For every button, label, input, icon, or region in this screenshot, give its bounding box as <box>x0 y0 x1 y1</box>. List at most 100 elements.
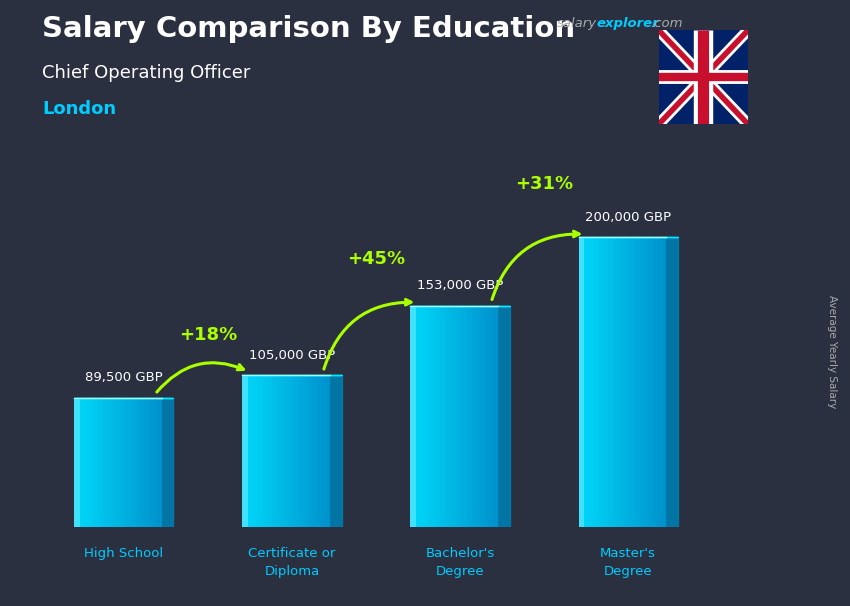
Bar <box>266 375 269 527</box>
Text: 200,000 GBP: 200,000 GBP <box>585 211 672 224</box>
Bar <box>454 305 457 527</box>
Text: Chief Operating Officer: Chief Operating Officer <box>42 64 251 82</box>
Bar <box>419 305 422 527</box>
Bar <box>133 398 135 527</box>
Bar <box>106 398 110 527</box>
Bar <box>625 238 628 527</box>
Bar <box>147 398 150 527</box>
Bar <box>599 238 602 527</box>
Bar <box>411 305 416 527</box>
Text: +18%: +18% <box>178 326 237 344</box>
Bar <box>83 398 86 527</box>
Bar <box>463 305 466 527</box>
Bar <box>124 398 127 527</box>
Bar <box>246 375 248 527</box>
Bar <box>98 398 100 527</box>
Text: 89,500 GBP: 89,500 GBP <box>85 371 163 384</box>
Bar <box>466 305 468 527</box>
Bar <box>495 305 498 527</box>
Bar <box>251 375 254 527</box>
Bar <box>637 238 640 527</box>
Bar <box>150 398 153 527</box>
Bar <box>413 305 416 527</box>
Bar <box>428 305 431 527</box>
Text: +45%: +45% <box>347 250 405 268</box>
Bar <box>277 375 280 527</box>
Polygon shape <box>666 238 677 527</box>
Bar <box>135 398 139 527</box>
Bar <box>280 375 283 527</box>
Bar <box>445 305 448 527</box>
Bar <box>579 238 584 527</box>
Bar <box>425 305 428 527</box>
Bar <box>289 375 292 527</box>
Bar <box>89 398 92 527</box>
Bar <box>622 238 625 527</box>
Bar <box>468 305 472 527</box>
Bar <box>416 305 419 527</box>
Bar <box>77 398 80 527</box>
Bar <box>437 305 439 527</box>
Bar <box>74 398 80 527</box>
Bar <box>460 305 463 527</box>
Bar <box>451 305 454 527</box>
Bar <box>92 398 94 527</box>
Text: Bachelor's
Degree: Bachelor's Degree <box>426 547 495 578</box>
Bar <box>254 375 257 527</box>
Bar <box>257 375 260 527</box>
Bar <box>474 305 478 527</box>
Bar <box>295 375 298 527</box>
Text: Master's
Degree: Master's Degree <box>600 547 656 578</box>
Bar <box>327 375 330 527</box>
Bar <box>610 238 614 527</box>
Bar <box>422 305 425 527</box>
Bar <box>608 238 610 527</box>
Bar <box>298 375 301 527</box>
Bar <box>118 398 121 527</box>
Bar <box>242 375 246 527</box>
Bar <box>614 238 616 527</box>
Bar <box>593 238 596 527</box>
Bar <box>286 375 289 527</box>
Polygon shape <box>162 398 173 527</box>
Text: London: London <box>42 100 116 118</box>
Text: High School: High School <box>84 547 163 560</box>
Bar <box>275 375 277 527</box>
Bar <box>478 305 480 527</box>
Bar <box>628 238 631 527</box>
Bar <box>645 238 649 527</box>
Bar <box>153 398 156 527</box>
Bar <box>144 398 147 527</box>
Bar <box>301 375 303 527</box>
Bar <box>448 305 451 527</box>
Bar <box>94 398 98 527</box>
Bar <box>480 305 484 527</box>
Bar <box>596 238 599 527</box>
Bar <box>431 305 434 527</box>
Bar <box>104 398 106 527</box>
Bar <box>492 305 495 527</box>
Bar <box>141 398 144 527</box>
Bar <box>127 398 130 527</box>
Bar <box>643 238 645 527</box>
Bar <box>439 305 443 527</box>
Bar <box>307 375 309 527</box>
Bar <box>489 305 492 527</box>
Text: Certificate or
Diploma: Certificate or Diploma <box>248 547 336 578</box>
Bar <box>242 375 247 527</box>
Bar <box>159 398 162 527</box>
Bar <box>579 238 581 527</box>
Bar <box>484 305 486 527</box>
Text: Average Yearly Salary: Average Yearly Salary <box>827 295 837 408</box>
Bar <box>587 238 590 527</box>
Bar <box>472 305 474 527</box>
Bar <box>115 398 118 527</box>
Bar <box>309 375 312 527</box>
Bar <box>620 238 622 527</box>
Bar <box>283 375 286 527</box>
Text: +31%: +31% <box>515 175 573 193</box>
Bar <box>651 238 654 527</box>
Bar <box>86 398 89 527</box>
Bar <box>130 398 133 527</box>
Bar <box>110 398 112 527</box>
